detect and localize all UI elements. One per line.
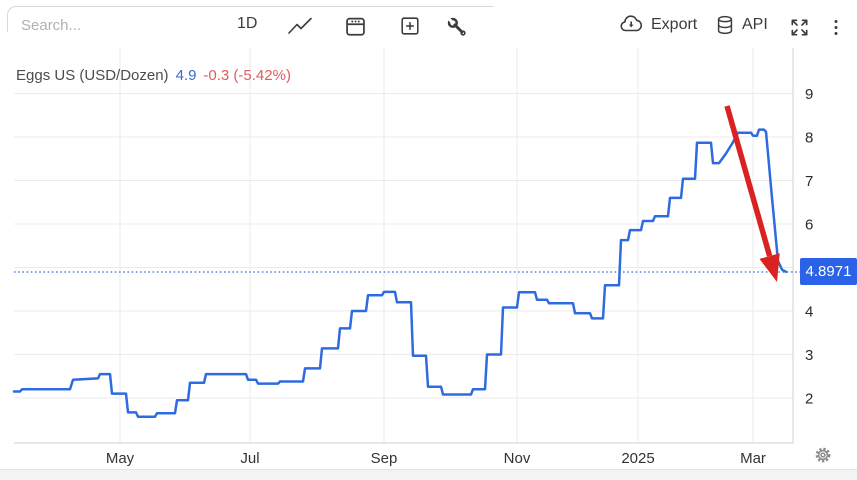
change-value: -0.3 (-5.42%) — [203, 67, 291, 84]
more-menu-button[interactable] — [829, 16, 843, 40]
x-tick-label: May — [106, 450, 135, 467]
y-tick-label: 9 — [805, 86, 813, 103]
annotation-arrow-head — [759, 253, 780, 282]
date-range-button[interactable] — [344, 15, 367, 38]
y-tick-label: 7 — [805, 173, 813, 190]
last-value: 4.9 — [175, 67, 197, 84]
wrench-icon — [445, 15, 468, 38]
instrument-title: Eggs US (USD/Dozen) — [16, 67, 169, 84]
price-marker: 4.8971 — [800, 258, 857, 285]
x-tick-label: 2025 — [621, 450, 654, 467]
cloud-download-icon — [618, 14, 645, 35]
search-input[interactable] — [21, 12, 206, 38]
line-chart-icon — [287, 16, 313, 38]
x-tick-label: Jul — [240, 450, 259, 467]
add-indicator-button[interactable] — [399, 15, 421, 37]
kebab-menu-icon — [829, 16, 843, 40]
y-tick-label: 6 — [805, 217, 813, 234]
x-tick-label: Nov — [504, 450, 531, 467]
price-series-line — [12, 128, 788, 418]
interval-label: 1D — [237, 15, 258, 32]
y-tick-label: 3 — [805, 347, 813, 364]
footer-strip — [0, 469, 857, 480]
fullscreen-icon — [788, 16, 811, 39]
gear-icon — [812, 447, 834, 469]
export-label: Export — [651, 15, 698, 33]
chart-tools-button[interactable] — [445, 15, 468, 38]
database-icon — [714, 14, 736, 36]
y-tick-label: 2 — [805, 391, 813, 408]
chart-settings-button[interactable] — [810, 444, 836, 468]
interval-button[interactable]: 1D — [237, 15, 257, 33]
chart-type-button[interactable] — [287, 16, 313, 38]
annotation-arrow-shaft — [724, 105, 773, 257]
x-tick-label: Mar — [740, 450, 766, 467]
x-tick-label: Sep — [371, 450, 398, 467]
chart-legend: Eggs US (USD/Dozen) 4.9 -0.3 (-5.42%) — [16, 67, 291, 84]
plus-square-icon — [399, 15, 421, 37]
api-label: API — [742, 16, 768, 33]
api-button[interactable]: API — [714, 14, 768, 36]
calendar-icon — [344, 15, 367, 38]
export-button[interactable]: Export — [618, 14, 697, 35]
fullscreen-button[interactable] — [788, 16, 811, 39]
y-tick-label: 4 — [805, 304, 813, 321]
y-tick-label: 8 — [805, 130, 813, 147]
